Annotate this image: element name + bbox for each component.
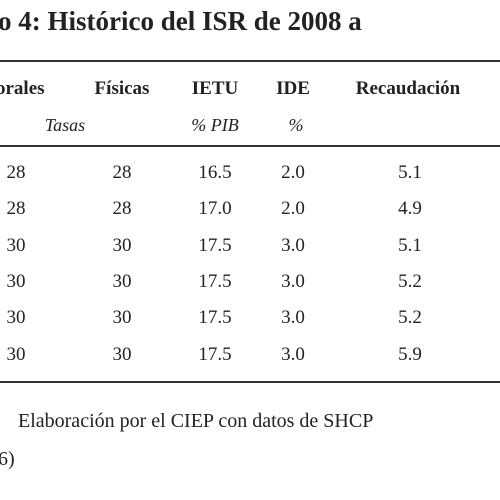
table-cell: 30 xyxy=(112,270,132,292)
table-cell: 3.0 xyxy=(281,234,305,256)
column-header: IDE xyxy=(276,78,310,99)
source-note: Elaboración por el CIEP con datos de SHC… xyxy=(18,410,374,432)
table-cell: 28 xyxy=(6,162,26,183)
table-cell: 5.9 xyxy=(398,343,422,365)
column-header: IETU xyxy=(191,78,239,99)
table-cell: 4.9 xyxy=(398,198,422,220)
table-cell: 30 xyxy=(6,307,26,329)
bottom-rule xyxy=(0,381,500,383)
table-cell: 16.5 xyxy=(198,162,232,183)
table-cell: 28 xyxy=(6,198,26,220)
table-cell: 30 xyxy=(112,234,132,256)
column-subheader: Tasas xyxy=(44,115,86,135)
table-cell: 5.1 xyxy=(398,162,422,183)
source-note-end: 6) xyxy=(0,448,15,470)
column-subheader: % xyxy=(288,115,304,135)
table-cell: 30 xyxy=(6,343,26,365)
table-title: o 4: Histórico del ISR de 2008 a xyxy=(0,6,362,36)
table-cell: 17.5 xyxy=(198,343,232,365)
table-cell: 28 xyxy=(112,198,132,220)
table-cell: 5.2 xyxy=(398,307,422,329)
table-cell: 30 xyxy=(6,270,26,292)
table-cell: 17.5 xyxy=(198,234,232,256)
table-cell: 3.0 xyxy=(281,307,305,329)
table-cell: 17.0 xyxy=(198,198,232,220)
table-cell: 17.5 xyxy=(198,270,232,292)
table-cell: 5.1 xyxy=(398,234,422,256)
column-header: Físicas xyxy=(94,78,150,99)
table-cell: 28 xyxy=(112,162,132,183)
table-cell: 30 xyxy=(6,234,26,256)
top-rule xyxy=(0,60,500,62)
table-cell: 2.0 xyxy=(281,198,305,220)
table-cell: 17.5 xyxy=(198,307,232,329)
table-cell: 3.0 xyxy=(281,270,305,292)
table-cell: 5.2 xyxy=(398,270,422,292)
table-cell: 2.0 xyxy=(281,162,305,183)
table-cell: 3.0 xyxy=(281,343,305,365)
column-subheader: % PIB xyxy=(191,115,239,135)
column-header: Recaudación xyxy=(355,78,461,99)
mid-rule xyxy=(0,145,500,147)
table-cell: 30 xyxy=(112,307,132,329)
column-header: orales xyxy=(0,78,45,99)
table-cell: 30 xyxy=(112,343,132,365)
